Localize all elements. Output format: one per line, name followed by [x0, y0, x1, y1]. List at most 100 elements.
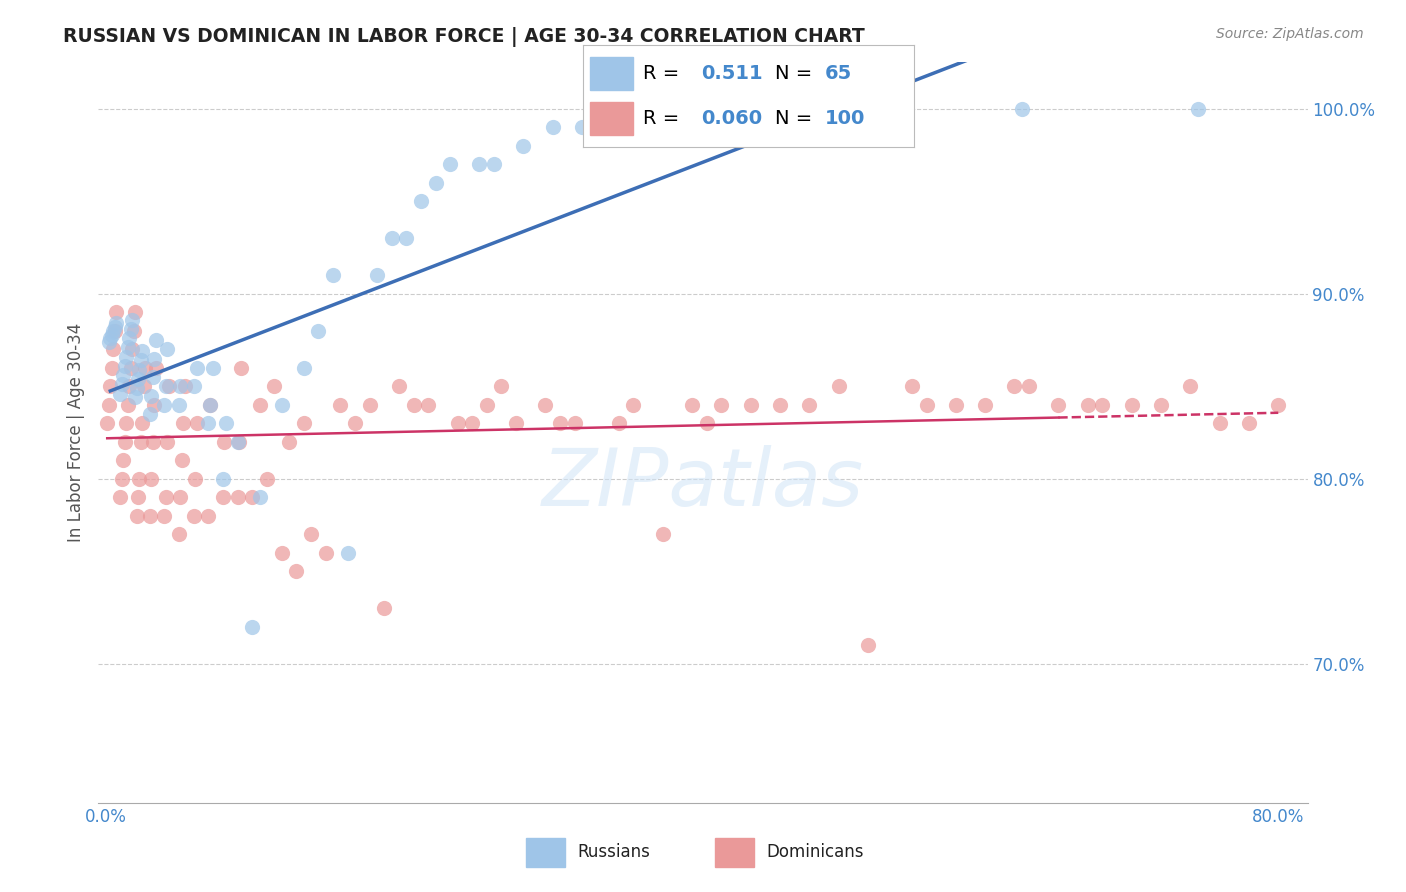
- Point: [1047, 398, 1070, 412]
- Point: [366, 268, 388, 283]
- Point: [101, 324, 124, 338]
- Bar: [714, 838, 754, 867]
- Text: R =: R =: [643, 109, 686, 128]
- Point: [1208, 417, 1230, 431]
- Point: [145, 360, 167, 375]
- Point: [96, 417, 118, 431]
- Point: [100, 360, 122, 375]
- Point: [184, 472, 207, 486]
- Point: [156, 434, 179, 449]
- Point: [103, 324, 125, 338]
- Point: [112, 368, 135, 383]
- Point: [491, 379, 513, 393]
- Point: [118, 379, 141, 393]
- Point: [167, 398, 190, 412]
- Point: [307, 324, 329, 338]
- Text: R =: R =: [643, 64, 686, 83]
- Point: [169, 491, 191, 505]
- Point: [945, 398, 967, 412]
- Point: [111, 472, 134, 486]
- Point: [128, 362, 150, 376]
- Point: [240, 491, 263, 505]
- Point: [548, 417, 571, 431]
- Bar: [591, 57, 633, 90]
- Point: [141, 389, 163, 403]
- Point: [901, 379, 924, 393]
- Text: Source: ZipAtlas.com: Source: ZipAtlas.com: [1216, 27, 1364, 41]
- Point: [395, 231, 418, 245]
- Point: [174, 379, 197, 393]
- Point: [197, 508, 219, 523]
- Point: [249, 491, 271, 505]
- Point: [322, 268, 344, 283]
- Point: [270, 546, 292, 560]
- Point: [278, 434, 301, 449]
- Point: [806, 102, 828, 116]
- Point: [127, 491, 149, 505]
- Point: [121, 312, 143, 326]
- Point: [343, 417, 366, 431]
- Text: 0.511: 0.511: [700, 64, 762, 83]
- Point: [97, 334, 120, 349]
- Point: [198, 398, 221, 412]
- Text: 0.060: 0.060: [700, 109, 762, 128]
- Point: [101, 343, 124, 357]
- Point: [1150, 398, 1173, 412]
- Point: [827, 379, 849, 393]
- Text: ZIPatlas: ZIPatlas: [541, 445, 865, 524]
- Y-axis label: In Labor Force | Age 30-34: In Labor Force | Age 30-34: [66, 323, 84, 542]
- Point: [134, 360, 156, 375]
- Point: [1180, 379, 1202, 393]
- Point: [475, 398, 498, 412]
- Point: [215, 417, 238, 431]
- Point: [132, 379, 155, 393]
- Bar: [526, 838, 565, 867]
- Point: [110, 386, 132, 401]
- Point: [769, 398, 792, 412]
- Text: RUSSIAN VS DOMINICAN IN LABOR FORCE | AGE 30-34 CORRELATION CHART: RUSSIAN VS DOMINICAN IN LABOR FORCE | AG…: [63, 27, 865, 46]
- Point: [100, 327, 122, 342]
- Point: [228, 434, 250, 449]
- Point: [388, 379, 411, 393]
- Point: [256, 472, 278, 486]
- Point: [167, 527, 190, 541]
- Point: [468, 157, 491, 171]
- Point: [299, 527, 322, 541]
- Point: [128, 472, 150, 486]
- Point: [418, 398, 440, 412]
- Point: [117, 341, 139, 355]
- Point: [409, 194, 432, 209]
- Point: [482, 157, 505, 171]
- Point: [1004, 379, 1026, 393]
- Point: [1267, 398, 1289, 412]
- Point: [564, 417, 586, 431]
- Point: [856, 639, 879, 653]
- Point: [446, 417, 468, 431]
- Point: [186, 360, 208, 375]
- Point: [98, 331, 121, 345]
- Text: N =: N =: [775, 64, 818, 83]
- Point: [157, 379, 180, 393]
- Point: [270, 398, 292, 412]
- Point: [733, 102, 755, 116]
- Point: [114, 359, 136, 373]
- Point: [249, 398, 271, 412]
- Point: [614, 102, 637, 116]
- Point: [226, 434, 249, 449]
- Point: [124, 391, 146, 405]
- Point: [359, 398, 381, 412]
- Point: [115, 350, 138, 364]
- Point: [212, 472, 235, 486]
- Point: [142, 434, 165, 449]
- Point: [197, 417, 219, 431]
- Point: [1018, 379, 1040, 393]
- Point: [974, 398, 997, 412]
- Point: [212, 491, 235, 505]
- Point: [186, 417, 208, 431]
- Point: [681, 398, 703, 412]
- Point: [115, 417, 138, 431]
- Point: [122, 324, 145, 338]
- Point: [153, 398, 176, 412]
- Point: [696, 417, 718, 431]
- Point: [127, 372, 149, 386]
